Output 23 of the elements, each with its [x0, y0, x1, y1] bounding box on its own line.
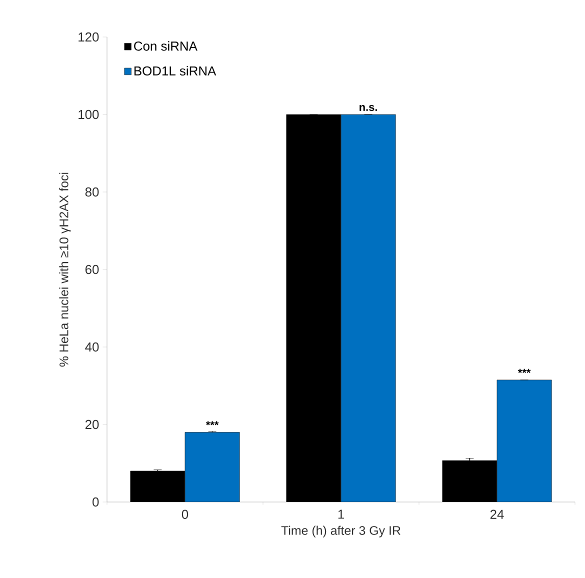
annotation: n.s.	[360, 104, 377, 111]
x-tick-label: 0	[182, 510, 188, 519]
y-axis-title: % HeLa nuclei with ≥10 γH2AX foci	[59, 172, 71, 367]
y-tick-label: 0	[92, 497, 99, 507]
bar	[130, 470, 186, 502]
bar	[286, 114, 342, 502]
y-tick-label: 40	[85, 342, 99, 352]
bar	[340, 114, 396, 502]
annotation: ***	[206, 421, 219, 426]
bar	[442, 460, 498, 502]
y-tick-label: 120	[78, 32, 99, 42]
x-tick-label: 1	[338, 510, 344, 519]
y-tick-label: 100	[78, 110, 99, 120]
y-tick-label: 20	[85, 420, 99, 430]
legend-label: Con siRNA	[134, 41, 198, 51]
bar	[184, 432, 240, 502]
y-tick-label: 80	[85, 187, 99, 197]
annotation: ***	[518, 368, 531, 373]
bar	[496, 380, 552, 502]
legend-label: BOD1L siRNA	[134, 66, 216, 76]
x-axis-title: Time (h) after 3 Gy IR	[281, 526, 400, 538]
x-tick-label: 24	[490, 510, 504, 519]
y-tick-label: 60	[85, 264, 99, 274]
